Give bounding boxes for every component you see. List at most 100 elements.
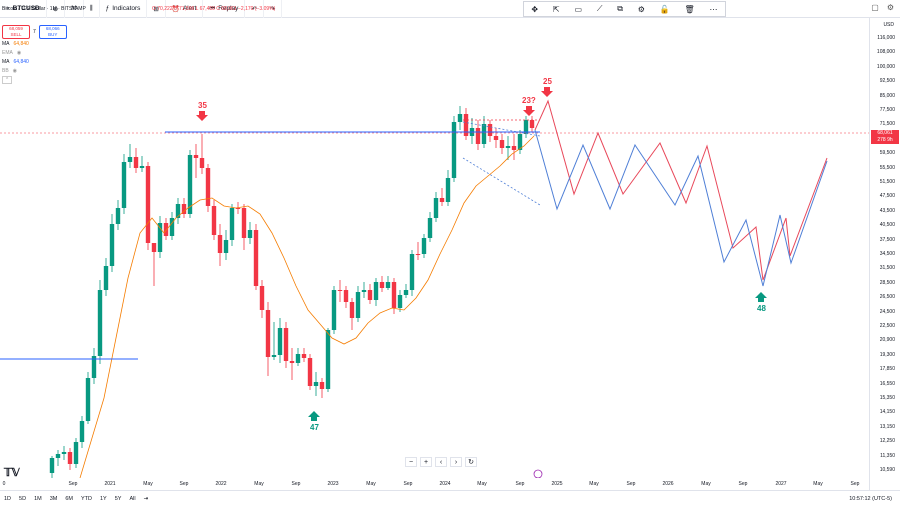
candle-body bbox=[247, 230, 253, 238]
zoom-out-button[interactable]: − bbox=[405, 457, 417, 467]
price-tick: 40,500 bbox=[879, 222, 895, 229]
price-tick: 55,500 bbox=[879, 164, 895, 171]
candle-body bbox=[307, 358, 313, 386]
replay-button[interactable]: ⏮ Replay bbox=[203, 0, 246, 18]
eye-icon[interactable]: ◉ bbox=[12, 67, 18, 74]
candle-body bbox=[343, 290, 349, 302]
settings-gear-icon[interactable]: ⚙ bbox=[886, 3, 894, 12]
cursor-icon[interactable]: ⇱ bbox=[552, 4, 560, 14]
event-marker-icon[interactable] bbox=[533, 469, 543, 478]
copy-icon[interactable]: ⧉ bbox=[617, 4, 623, 13]
alert-button[interactable]: ⏰ Alert bbox=[166, 0, 204, 18]
candle-body bbox=[349, 302, 355, 318]
candle-body bbox=[367, 290, 373, 300]
settings-icon[interactable]: ⚙ bbox=[637, 4, 645, 14]
candle-body bbox=[139, 166, 145, 168]
indicator-row-1[interactable]: MA 64,840 bbox=[2, 39, 67, 48]
time-axis[interactable]: 0 Sep 2021 May Sep 2022 May Sep 2023 May Sep 2024 Ma… bbox=[0, 478, 869, 490]
candle-body bbox=[451, 122, 457, 178]
price-tick: 22,500 bbox=[879, 323, 895, 329]
indicators-button[interactable]: ƒ Indicators bbox=[100, 0, 148, 18]
candle-body bbox=[73, 442, 79, 464]
timeframe-3m[interactable]: 3M bbox=[49, 495, 58, 502]
search-icon: ⌕ bbox=[6, 4, 10, 12]
redo-button[interactable]: ↷ bbox=[264, 0, 283, 18]
price-tick: 15,350 bbox=[879, 395, 895, 401]
time-tick: Sep bbox=[403, 481, 413, 487]
timeframe-all[interactable]: All bbox=[129, 495, 136, 502]
alarm-icon: ⏰ bbox=[171, 5, 180, 13]
timeframe-1y[interactable]: 1Y bbox=[99, 495, 107, 502]
templates-button[interactable]: ⊞ bbox=[147, 0, 166, 18]
timeframe-ytd[interactable]: YTD bbox=[80, 495, 92, 502]
candle-body bbox=[85, 378, 91, 421]
undo-button[interactable]: ↶ bbox=[245, 0, 264, 18]
candle-body bbox=[325, 330, 331, 389]
indicator-row-2[interactable]: EMA ◉ bbox=[2, 48, 67, 57]
time-tick: May bbox=[701, 481, 711, 487]
delete-icon[interactable]: 🗑 bbox=[684, 4, 695, 14]
eye-icon[interactable]: ◉ bbox=[16, 49, 22, 56]
candle-body bbox=[409, 254, 415, 290]
price-chart[interactable]: 35 47 23? 25 48 bbox=[0, 18, 869, 478]
interval-label: M bbox=[71, 5, 77, 12]
indicators-label: Indicators bbox=[112, 5, 141, 12]
compare-button[interactable]: ⊕ bbox=[47, 0, 66, 18]
move-icon[interactable]: ✥ bbox=[531, 4, 539, 14]
candle-body bbox=[265, 310, 271, 357]
currency-label[interactable]: USD bbox=[883, 22, 894, 28]
layout-icon[interactable]: ▢ bbox=[871, 3, 879, 12]
candle-body bbox=[181, 204, 187, 214]
status-time[interactable]: 10:57:12 (UTC-5) bbox=[849, 495, 892, 502]
arrow-up-icon bbox=[308, 411, 320, 421]
candle-body bbox=[379, 282, 385, 288]
more-icon[interactable]: ⋯ bbox=[709, 4, 718, 14]
date-range-icon[interactable]: ⇥ bbox=[143, 495, 149, 502]
collapse-legend[interactable]: ⌃ bbox=[2, 75, 67, 84]
timeframe-5d[interactable]: 5D bbox=[19, 495, 27, 502]
zoom-in-button[interactable]: + bbox=[420, 457, 432, 467]
indicator-row-4[interactable]: BB ◉ bbox=[2, 66, 67, 75]
candle-body bbox=[295, 354, 301, 363]
lock-icon[interactable]: 🔓 bbox=[659, 4, 670, 14]
trend-icon[interactable]: ⟋ bbox=[596, 4, 603, 13]
indicator-row-3[interactable]: MA 64,840 bbox=[2, 57, 67, 66]
timeframe-5y[interactable]: 5Y bbox=[114, 495, 122, 502]
indicator-name: EMA bbox=[2, 49, 13, 56]
price-tick: 77,500 bbox=[879, 107, 895, 113]
buy-price: 68,066 bbox=[45, 26, 60, 31]
top-right-icons: ▢ ⚙ bbox=[871, 3, 894, 12]
price-tick: 59,500 bbox=[879, 150, 895, 157]
price-tick: 47,500 bbox=[879, 193, 895, 200]
sell-button[interactable]: 68,059 SELL bbox=[2, 25, 30, 39]
timeframe-1m[interactable]: 1M bbox=[34, 495, 42, 502]
candle-body bbox=[49, 458, 55, 473]
reset-chart-button[interactable]: ↻ bbox=[465, 457, 477, 467]
annotation-25: 25 bbox=[543, 77, 552, 86]
time-tick: Sep bbox=[626, 481, 636, 487]
buy-button[interactable]: 68,066 BUY bbox=[38, 25, 67, 39]
timeframe-1d[interactable]: 1D bbox=[4, 495, 12, 502]
scroll-right-button[interactable]: › bbox=[450, 457, 462, 467]
price-tick: 37,500 bbox=[879, 236, 895, 243]
symbol-search[interactable]: ⌕ BTCUSD bbox=[0, 0, 47, 18]
candle-body bbox=[391, 282, 397, 308]
candle-body bbox=[151, 243, 157, 252]
candle-body bbox=[253, 230, 259, 286]
plus-icon: ⊕ bbox=[52, 5, 59, 13]
bottom-bar: 1D 5D 1M 3M 6M YTD 1Y 5Y All ⇥ 10:57:12 … bbox=[0, 490, 900, 506]
price-tick: 34,500 bbox=[879, 251, 895, 257]
interval-button[interactable]: M bbox=[65, 0, 84, 18]
candle-body bbox=[115, 208, 121, 224]
scroll-left-button[interactable]: ‹ bbox=[435, 457, 447, 467]
price-tick: 14,150 bbox=[879, 409, 895, 416]
replay-label: Replay bbox=[218, 5, 239, 12]
time-tick: 2023 bbox=[327, 481, 339, 487]
candle-body bbox=[127, 157, 133, 162]
arrow-down-icon bbox=[523, 106, 535, 116]
timeframe-6m[interactable]: 6M bbox=[65, 495, 73, 502]
price-axis[interactable]: USD 116,000 108,000 100,000 92,500 85,000 77,… bbox=[869, 18, 900, 490]
chart-type-button[interactable]: ⫼ bbox=[84, 0, 100, 18]
candle-body bbox=[457, 114, 463, 122]
rectangle-icon[interactable]: ▭ bbox=[574, 4, 582, 14]
